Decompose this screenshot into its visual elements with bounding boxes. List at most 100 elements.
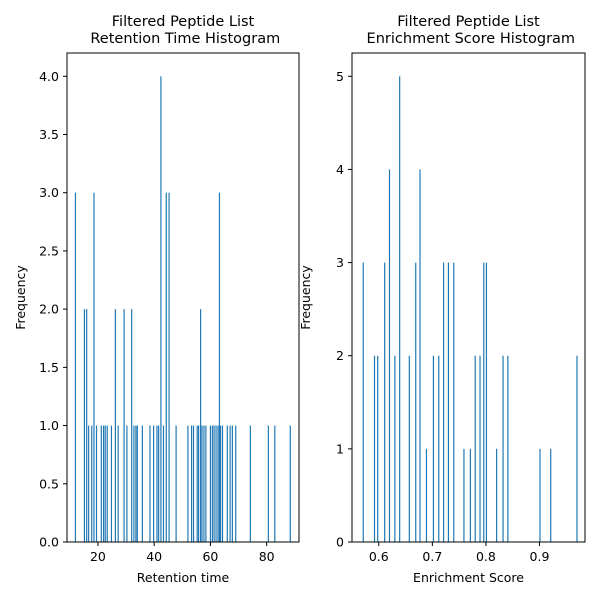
x-tick-label: 0.6 bbox=[369, 549, 389, 564]
histogram-bar bbox=[377, 355, 379, 542]
histogram-bar bbox=[479, 355, 481, 542]
histogram-bar bbox=[205, 425, 207, 542]
histogram-bar bbox=[199, 309, 202, 542]
histogram-bar bbox=[106, 425, 108, 542]
histogram-bar bbox=[190, 425, 193, 542]
x-tick-label: 40 bbox=[146, 549, 162, 564]
y-tick-label: 5 bbox=[336, 69, 344, 84]
y-tick-label: 1.0 bbox=[39, 418, 59, 433]
histogram-bar bbox=[104, 425, 106, 542]
histogram-bar bbox=[213, 425, 215, 542]
histogram-bar bbox=[175, 425, 177, 542]
histogram-bar bbox=[419, 169, 421, 542]
histogram-bar bbox=[203, 425, 205, 542]
histogram-bar bbox=[469, 448, 471, 542]
x-tick-label: 80 bbox=[259, 549, 275, 564]
histogram-bar bbox=[123, 309, 125, 542]
histogram-bar bbox=[215, 425, 217, 542]
y-tick-label: 0 bbox=[336, 535, 344, 550]
histogram-bar bbox=[229, 425, 231, 542]
histogram-bar bbox=[162, 425, 165, 542]
histogram-bar bbox=[135, 425, 137, 542]
histogram-bar bbox=[117, 425, 119, 542]
histogram-bar bbox=[447, 262, 449, 542]
y-tick-label: 4 bbox=[336, 162, 344, 177]
histogram-bar bbox=[211, 425, 213, 542]
y-tick-label: 1 bbox=[336, 441, 344, 456]
x-tick-label: 0.7 bbox=[422, 549, 442, 564]
x-axis-label: Retention time bbox=[137, 570, 230, 585]
y-tick-label: 3 bbox=[336, 255, 344, 270]
x-tick-label: 60 bbox=[202, 549, 218, 564]
histogram-bar bbox=[432, 355, 435, 542]
histogram-bar bbox=[133, 425, 135, 542]
histogram-bar bbox=[158, 425, 160, 542]
histogram-bar bbox=[187, 425, 189, 542]
histogram-bar bbox=[219, 425, 222, 542]
y-tick-label: 0.0 bbox=[39, 535, 59, 550]
histogram-bar bbox=[443, 262, 445, 542]
histogram-bar bbox=[126, 425, 128, 542]
x-axis-label: Enrichment Score bbox=[413, 570, 524, 585]
histogram-bar bbox=[131, 309, 133, 542]
histogram-bar bbox=[95, 425, 98, 542]
histogram-bar bbox=[198, 425, 200, 542]
axes-frame bbox=[351, 52, 586, 543]
y-tick-label: 2.5 bbox=[39, 243, 59, 258]
histogram-bar bbox=[91, 425, 93, 542]
histogram-bar bbox=[267, 425, 269, 542]
y-tick-label: 4.0 bbox=[39, 69, 59, 84]
histogram-bar bbox=[209, 425, 212, 542]
histogram-bar bbox=[438, 355, 440, 542]
histogram-bar bbox=[226, 425, 228, 542]
histogram-bar bbox=[576, 355, 578, 542]
histogram-bar bbox=[217, 425, 219, 542]
histogram-bar bbox=[289, 425, 291, 542]
histogram-bar bbox=[93, 192, 95, 542]
histogram-bar bbox=[373, 355, 376, 542]
histogram-bar bbox=[141, 425, 143, 542]
histogram-bar bbox=[496, 448, 498, 542]
histogram-bar bbox=[165, 192, 167, 542]
chart-title: Filtered Peptide List Enrichment Score H… bbox=[362, 14, 575, 47]
histogram-bar bbox=[235, 425, 237, 542]
histogram-bar bbox=[218, 192, 221, 542]
histogram-bar bbox=[550, 448, 552, 542]
histogram-bar bbox=[507, 355, 509, 542]
histogram-bar bbox=[86, 309, 88, 542]
retention-time-histogram: 20 40 60 80 0.0 0.5 1.0 1.5 2.0 2.5 3.0 3.5 4.0 Reten… bbox=[13, 14, 300, 585]
histogram-bar bbox=[168, 192, 170, 542]
x-tick-label: 0.9 bbox=[530, 549, 550, 564]
histogram-bar bbox=[362, 262, 364, 542]
y-tick-label: 2.0 bbox=[39, 302, 59, 317]
y-tick-label: 3.5 bbox=[39, 127, 59, 142]
histogram-bar bbox=[394, 355, 396, 542]
y-tick-label: 0.5 bbox=[39, 476, 59, 491]
y-tick-label: 1.5 bbox=[39, 360, 59, 375]
histogram-bar bbox=[453, 262, 455, 542]
y-axis-label: Frequency bbox=[298, 265, 313, 330]
histogram-bar bbox=[274, 425, 276, 542]
histogram-bar bbox=[231, 425, 233, 542]
histogram-bar bbox=[83, 309, 86, 542]
histogram-bar bbox=[463, 448, 465, 542]
chart-title: Filtered Peptide List Retention Time His… bbox=[86, 14, 280, 47]
histogram-bar bbox=[399, 76, 401, 542]
x-tick-label: 0.8 bbox=[476, 549, 496, 564]
histogram-bar bbox=[100, 425, 102, 542]
histogram-bar bbox=[415, 262, 417, 542]
histogram-bar bbox=[153, 425, 155, 542]
histogram-bar bbox=[221, 425, 224, 542]
y-tick-label: 2 bbox=[336, 348, 344, 363]
histogram-bar bbox=[201, 425, 203, 542]
bars bbox=[362, 76, 578, 542]
histogram-bar bbox=[408, 355, 410, 542]
histogram-bar bbox=[160, 76, 162, 542]
histogram-bar bbox=[474, 355, 476, 542]
histogram-bar bbox=[110, 425, 113, 542]
histogram-bar bbox=[136, 425, 138, 542]
histogram-bar bbox=[114, 309, 116, 542]
enrichment-score-histogram: 0.6 0.7 0.8 0.9 0 1 2 3 4 5 Enrichment Score Freque… bbox=[298, 14, 586, 585]
histogram-bar bbox=[156, 425, 158, 542]
